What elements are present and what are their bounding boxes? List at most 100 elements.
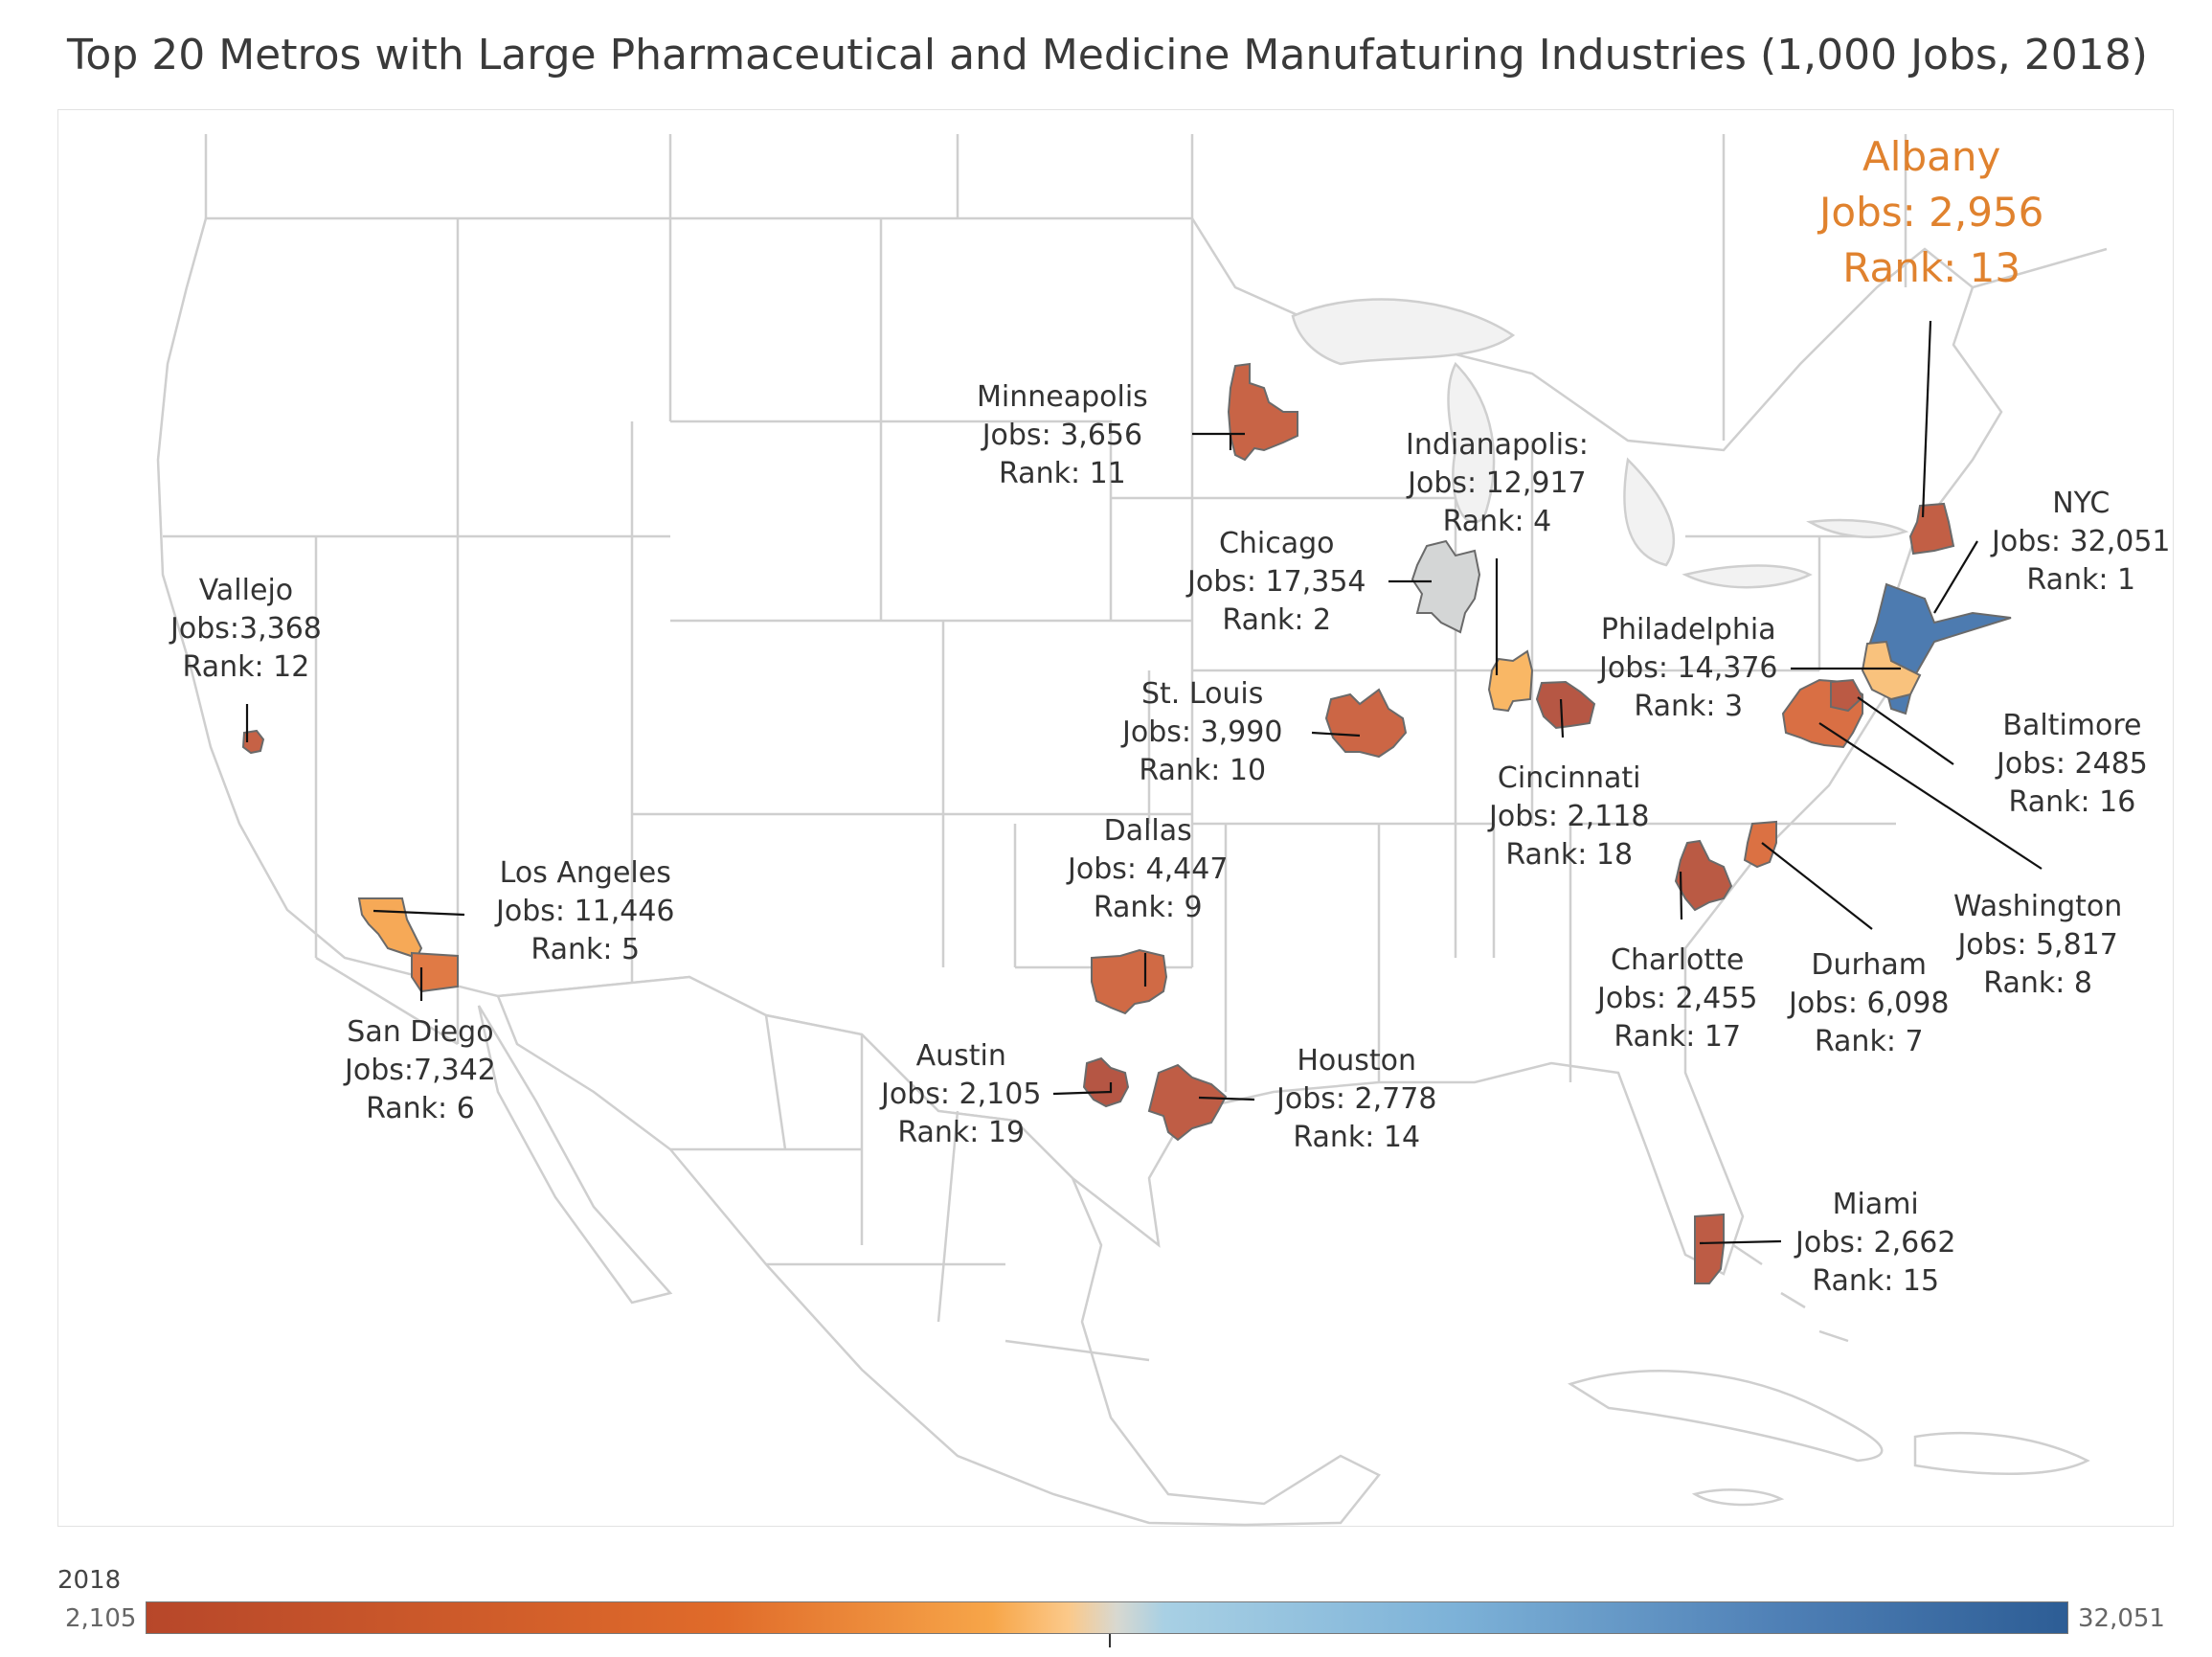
label-jobs: Jobs:7,342 <box>345 1054 496 1087</box>
label-jobs: Jobs:3,368 <box>170 612 322 646</box>
metro-region-houston[interactable] <box>1147 1063 1228 1142</box>
leader-line-charlotte <box>1679 871 1683 920</box>
label-name: Albany <box>1862 133 2001 180</box>
label-rank: Rank: 1 <box>2026 563 2136 597</box>
label-houston: Houston Jobs: 2,778 Rank: 14 <box>1276 1042 1436 1157</box>
label-rank: Rank: 13 <box>1842 244 2021 291</box>
metro-region-philadelphia[interactable] <box>1861 640 1922 701</box>
label-baltimore: Baltimore Jobs: 2485 Rank: 16 <box>1997 707 2148 822</box>
label-jobs: Jobs: 12,917 <box>1408 466 1587 500</box>
label-jobs: Jobs: 32,051 <box>1992 525 2171 558</box>
label-name: Vallejo <box>198 574 294 607</box>
label-jobs: Jobs: 3,656 <box>982 419 1143 452</box>
label-dallas: Dallas Jobs: 4,447 Rank: 9 <box>1068 812 1228 927</box>
label-name: Washington <box>1953 890 2123 923</box>
us-outline <box>156 216 2003 1276</box>
map-title: Top 20 Metros with Large Pharmaceutical … <box>67 31 2148 79</box>
label-rank: Rank: 5 <box>530 933 641 966</box>
metro-region-albany[interactable] <box>1908 502 1955 556</box>
label-rank: Rank: 15 <box>1812 1264 1940 1298</box>
label-jobs: Jobs: 3,990 <box>1122 715 1283 749</box>
label-jobs: Jobs: 17,354 <box>1187 565 1366 599</box>
label-jobs: Jobs: 2,105 <box>881 1078 1042 1111</box>
label-rank: Rank: 6 <box>366 1092 475 1125</box>
metro-region-san-diego[interactable] <box>411 951 459 993</box>
label-name: Houston <box>1297 1044 1417 1078</box>
label-name: Cincinnati <box>1497 761 1641 795</box>
label-chicago: Chicago Jobs: 17,354 Rank: 2 <box>1187 525 1366 640</box>
label-name: Minneapolis <box>977 380 1148 414</box>
legend-midpoint-tick <box>1109 1634 1111 1647</box>
label-durham: Durham Jobs: 6,098 Rank: 7 <box>1789 946 1949 1061</box>
label-rank: Rank: 4 <box>1442 505 1552 538</box>
label-name: Dallas <box>1103 814 1192 848</box>
jamaica <box>1691 1488 1785 1507</box>
canada-lines <box>204 134 2108 441</box>
label-san-diego: San Diego Jobs:7,342 Rank: 6 <box>345 1013 496 1128</box>
metro-region-chicago[interactable] <box>1411 539 1481 634</box>
label-name: Los Angeles <box>499 856 671 890</box>
label-rank: Rank: 2 <box>1222 603 1332 637</box>
label-name: Miami <box>1832 1188 1919 1221</box>
label-austin: Austin Jobs: 2,105 Rank: 19 <box>881 1037 1041 1152</box>
cuba <box>1568 1370 1884 1463</box>
label-name: San Diego <box>347 1015 494 1049</box>
leader-line-washington <box>1818 722 2043 870</box>
mexico-states <box>670 1014 1150 1362</box>
leader-line-houston <box>1198 1096 1255 1101</box>
label-jobs: Jobs: 2,956 <box>1819 189 2044 236</box>
label-rank: Rank: 7 <box>1814 1025 1924 1058</box>
label-rank: Rank: 12 <box>182 650 310 684</box>
leader-line-cincinnati <box>1559 698 1565 738</box>
legend-max-label: 32,051 <box>2078 1604 2165 1633</box>
legend-color-ramp[interactable] <box>146 1601 2068 1634</box>
hispaniola <box>1913 1431 2090 1475</box>
leader-line-minneapolis <box>1192 432 1245 450</box>
metro-region-st-louis[interactable] <box>1324 688 1408 759</box>
metro-region-indianapolis[interactable] <box>1487 649 1534 713</box>
metro-region-cincinnati[interactable] <box>1535 680 1596 730</box>
leader-lines <box>245 320 2043 1245</box>
baja <box>477 1005 673 1305</box>
label-jobs: Jobs: 2,455 <box>1597 982 1758 1015</box>
bahamas <box>1732 1243 1849 1343</box>
label-rank: Rank: 18 <box>1505 838 1634 872</box>
label-rank: Rank: 16 <box>2008 785 2136 819</box>
label-charlotte: Charlotte Jobs: 2,455 Rank: 17 <box>1597 942 1757 1056</box>
label-albany: Albany Jobs: 2,956 Rank: 13 <box>1819 129 2043 296</box>
metro-region-miami[interactable] <box>1694 1213 1725 1284</box>
label-rank: Rank: 14 <box>1293 1121 1421 1154</box>
label-rank: Rank: 11 <box>999 457 1126 490</box>
label-rank: Rank: 8 <box>1983 966 2092 1000</box>
legend-min-label: 2,105 <box>65 1604 137 1633</box>
metro-region-minneapolis[interactable] <box>1227 362 1298 462</box>
label-name: Charlotte <box>1611 943 1745 977</box>
label-name: Chicago <box>1218 527 1335 560</box>
leader-line-nyc <box>1933 540 1978 614</box>
label-vallejo: Vallejo Jobs:3,368 Rank: 12 <box>170 572 322 687</box>
metro-region-vallejo[interactable] <box>241 729 265 755</box>
metro-region-durham[interactable] <box>1743 820 1777 869</box>
leader-line-miami <box>1699 1239 1782 1245</box>
metro-region-baltimore[interactable] <box>1830 678 1864 713</box>
metro-regions <box>241 362 2012 1284</box>
label-st-louis: St. Louis Jobs: 3,990 Rank: 10 <box>1122 675 1282 790</box>
label-rank: Rank: 10 <box>1139 754 1267 787</box>
label-name: Durham <box>1811 948 1927 982</box>
label-name: Baltimore <box>2002 709 2142 742</box>
label-jobs: Jobs: 11,446 <box>496 895 675 928</box>
label-minneapolis: Minneapolis Jobs: 3,656 Rank: 11 <box>977 378 1148 493</box>
label-jobs: Jobs: 5,817 <box>1957 928 2118 962</box>
metro-region-dallas[interactable] <box>1091 948 1168 1015</box>
label-name: Austin <box>915 1039 1006 1073</box>
metro-region-charlotte[interactable] <box>1674 839 1733 912</box>
label-jobs: Jobs: 2,118 <box>1489 800 1650 833</box>
label-name: Philadelphia <box>1600 613 1776 647</box>
label-nyc: NYC Jobs: 32,051 Rank: 1 <box>1992 485 2171 600</box>
leader-line-st-louis <box>1311 731 1361 738</box>
leader-line-durham <box>1761 842 1873 930</box>
label-rank: Rank: 9 <box>1093 891 1203 924</box>
label-washington: Washington Jobs: 5,817 Rank: 8 <box>1953 888 2122 1003</box>
leader-line-albany <box>1921 320 1932 518</box>
